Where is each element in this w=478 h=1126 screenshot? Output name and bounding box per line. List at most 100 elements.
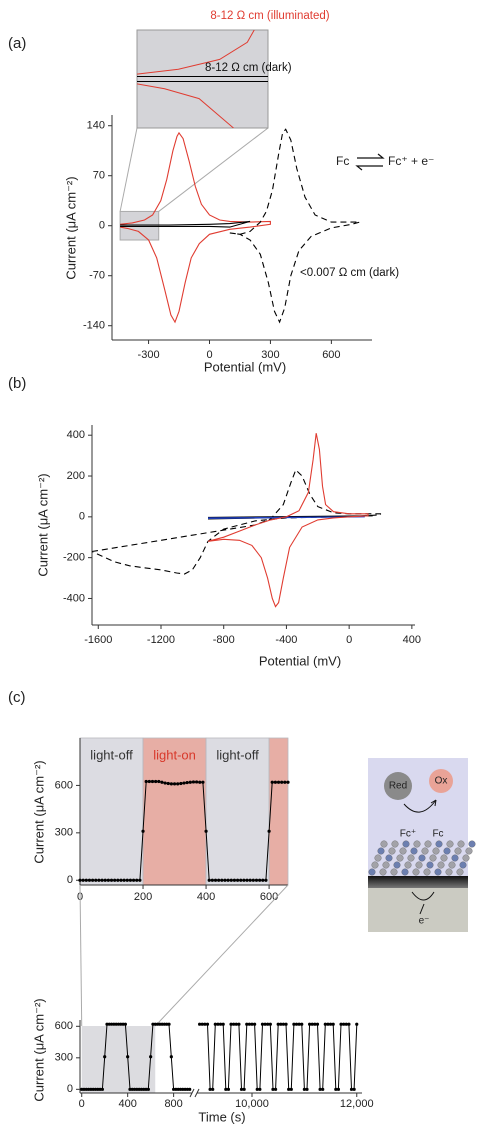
data-point bbox=[155, 1022, 160, 1026]
data-point bbox=[279, 1022, 283, 1026]
x-tick-label: 12,000 bbox=[340, 1098, 374, 1110]
fc-label: Fc bbox=[432, 829, 443, 840]
series-line bbox=[120, 220, 251, 228]
data-point bbox=[355, 1022, 359, 1026]
x-tick-label: 400 bbox=[118, 1098, 136, 1110]
molecule bbox=[423, 868, 431, 876]
data-point bbox=[253, 1022, 257, 1026]
data-point bbox=[234, 1022, 238, 1026]
series-line bbox=[207, 433, 369, 608]
y-axis-label: Current (μA cm⁻²) bbox=[31, 760, 46, 863]
molecule bbox=[385, 854, 393, 862]
data-point bbox=[167, 1022, 171, 1026]
y-tick-label: 200 bbox=[67, 470, 85, 482]
data-point bbox=[235, 878, 240, 882]
data-point bbox=[255, 1087, 259, 1091]
band bbox=[142, 737, 207, 886]
y-tick-label: 300 bbox=[55, 1052, 73, 1064]
data-point bbox=[78, 878, 82, 882]
molecule bbox=[396, 854, 404, 862]
data-point bbox=[96, 1087, 100, 1091]
y-tick-label: 600 bbox=[55, 1020, 73, 1032]
data-point bbox=[126, 1055, 130, 1059]
molecule bbox=[371, 861, 379, 869]
molecule bbox=[462, 854, 470, 862]
x-tick-label: -400 bbox=[275, 634, 297, 646]
data-point bbox=[153, 1022, 157, 1026]
x-tick-label: 0 bbox=[206, 349, 212, 361]
zoom-connector bbox=[154, 884, 289, 1027]
data-point bbox=[334, 1087, 338, 1091]
zoom-region bbox=[81, 1026, 156, 1093]
series-line bbox=[207, 516, 365, 520]
data-point bbox=[116, 878, 120, 882]
y-tick-label: 300 bbox=[55, 827, 73, 839]
data-point bbox=[138, 878, 142, 882]
y-tick-label: 0 bbox=[99, 220, 105, 232]
arrow bbox=[411, 891, 435, 901]
data-point bbox=[292, 1022, 296, 1026]
data-point bbox=[264, 878, 268, 882]
data-point bbox=[326, 1022, 330, 1026]
x-axis-label: Potential (mV) bbox=[204, 359, 286, 374]
data-point bbox=[251, 878, 255, 882]
data-point bbox=[198, 780, 202, 784]
data-point bbox=[131, 878, 136, 882]
data-point bbox=[273, 1087, 278, 1091]
molecule bbox=[390, 868, 398, 876]
data-point bbox=[123, 1022, 127, 1026]
data-point bbox=[267, 829, 271, 833]
x-tick-label: 400 bbox=[197, 891, 215, 903]
data-point bbox=[207, 878, 211, 882]
data-point bbox=[218, 1022, 223, 1026]
molecule bbox=[426, 861, 434, 869]
data-point bbox=[201, 780, 205, 784]
data-point bbox=[150, 779, 155, 784]
data-point bbox=[174, 1087, 178, 1091]
y-tick-label: -140 bbox=[83, 320, 105, 332]
data-point bbox=[232, 878, 237, 882]
data-point bbox=[213, 878, 218, 882]
molecule bbox=[456, 868, 464, 876]
series-line bbox=[91, 468, 382, 575]
red-label: Red bbox=[389, 781, 407, 792]
data-point bbox=[106, 878, 110, 882]
data-point bbox=[208, 1087, 212, 1091]
data-point bbox=[266, 1022, 270, 1026]
y-axis-label: Current (μA cm⁻²) bbox=[63, 176, 78, 279]
data-point bbox=[294, 1022, 299, 1026]
data-point bbox=[195, 780, 199, 784]
series-label: 8-12 Ω cm (dark) bbox=[205, 62, 292, 74]
series-line bbox=[199, 1023, 358, 1090]
y-tick-label: 0 bbox=[67, 1083, 73, 1095]
y-tick-label: 0 bbox=[79, 511, 85, 523]
molecule bbox=[432, 847, 440, 855]
data-point bbox=[224, 1087, 228, 1091]
fc-plus-label: Fc⁺ bbox=[400, 829, 416, 840]
molecule bbox=[388, 847, 396, 855]
x-tick-label: -800 bbox=[213, 634, 235, 646]
inset-frame bbox=[136, 29, 269, 129]
data-point bbox=[144, 779, 148, 784]
y-tick-label: 140 bbox=[87, 120, 105, 132]
data-point bbox=[273, 780, 277, 784]
data-point bbox=[242, 1087, 246, 1091]
zoom-connector bbox=[158, 127, 269, 212]
data-point bbox=[308, 1022, 312, 1026]
data-point bbox=[229, 1022, 233, 1026]
data-point bbox=[258, 878, 262, 882]
data-point bbox=[342, 1022, 346, 1026]
data-point bbox=[162, 1022, 167, 1026]
y-tick-label: -400 bbox=[63, 592, 85, 604]
band bbox=[268, 737, 289, 886]
molecule bbox=[402, 840, 410, 848]
data-point bbox=[121, 1022, 125, 1026]
data-point bbox=[239, 878, 243, 882]
panel-label: (a) bbox=[8, 35, 26, 52]
molecule bbox=[415, 861, 423, 869]
molecule bbox=[410, 847, 418, 855]
molecule bbox=[429, 854, 437, 862]
x-axis-label: Potential (mV) bbox=[259, 653, 341, 668]
data-point bbox=[300, 1022, 304, 1026]
